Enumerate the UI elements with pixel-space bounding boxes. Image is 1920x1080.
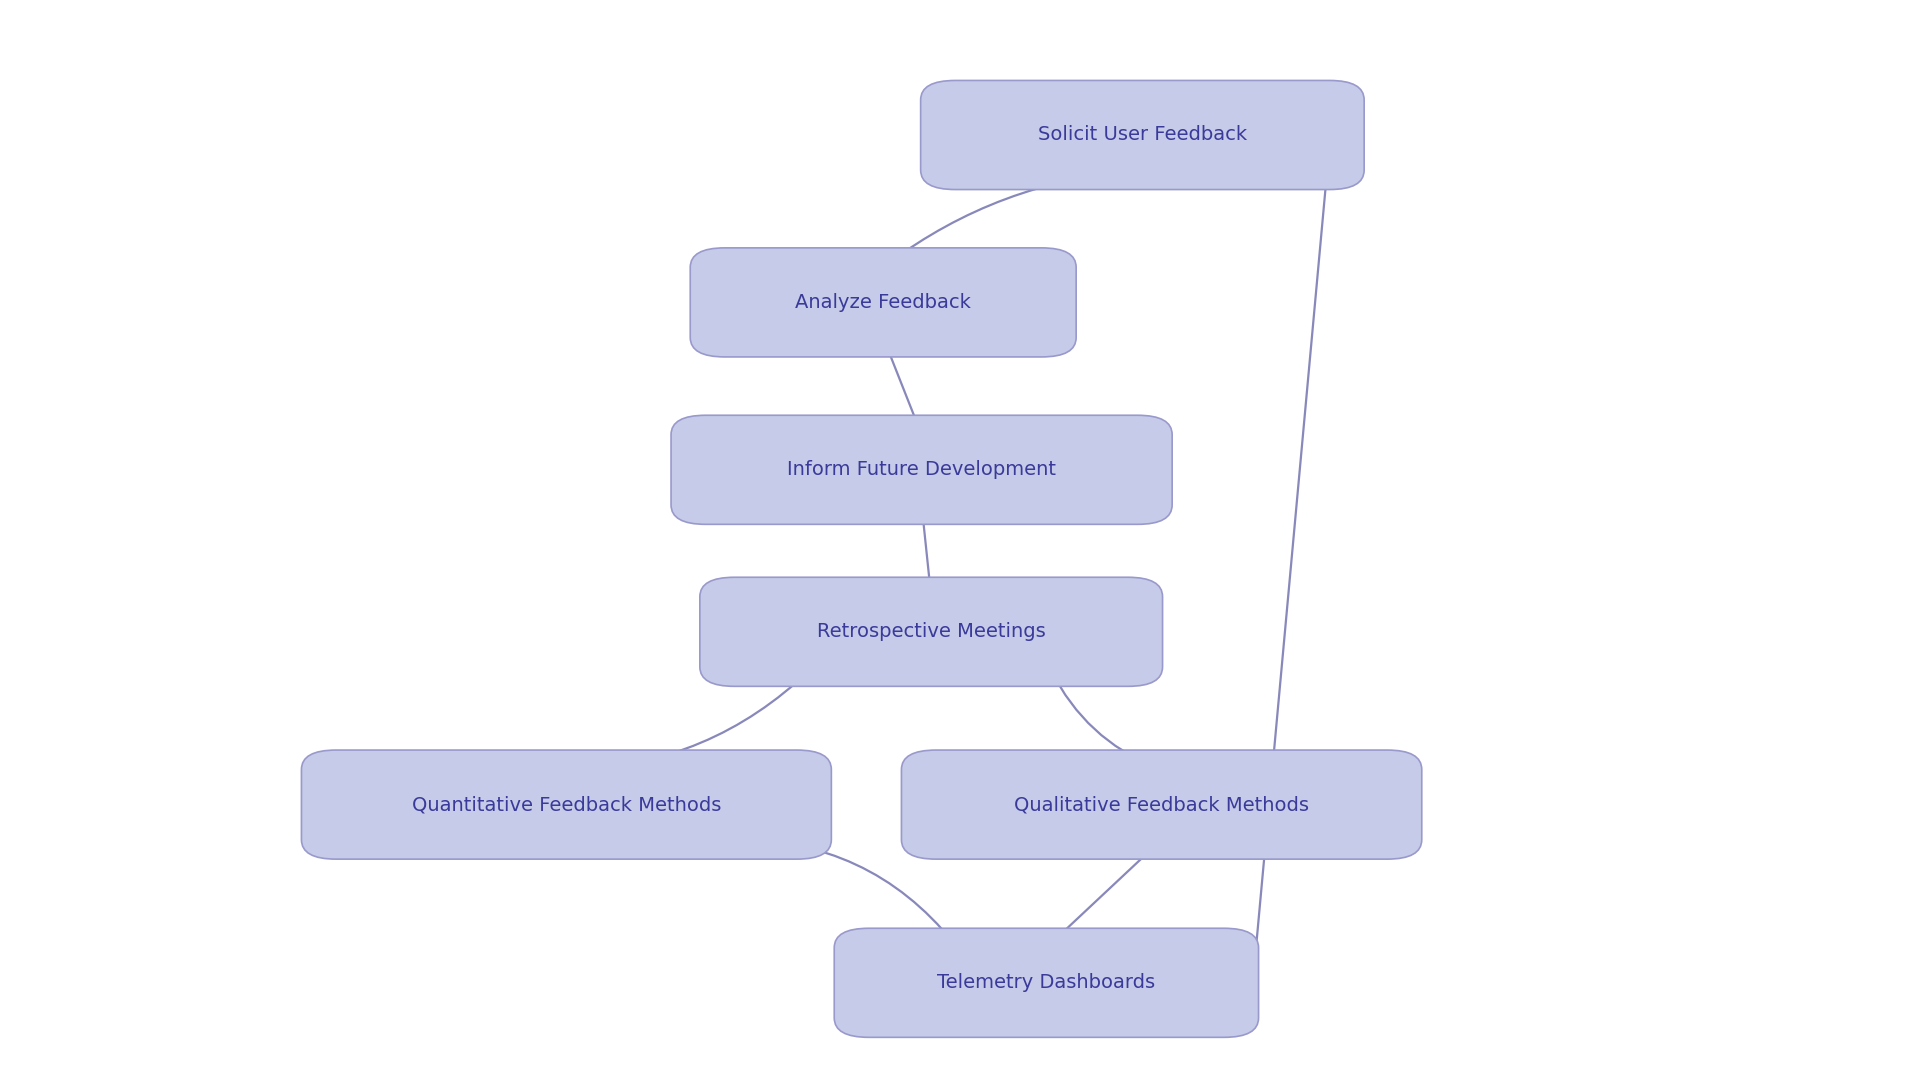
Text: Qualitative Feedback Methods: Qualitative Feedback Methods [1014,795,1309,814]
FancyBboxPatch shape [699,578,1162,687]
FancyBboxPatch shape [691,248,1075,356]
FancyBboxPatch shape [902,750,1421,860]
Text: Analyze Feedback: Analyze Feedback [795,293,972,312]
FancyBboxPatch shape [833,928,1260,1037]
Text: Solicit User Feedback: Solicit User Feedback [1039,125,1246,145]
Text: Quantitative Feedback Methods: Quantitative Feedback Methods [411,795,722,814]
FancyBboxPatch shape [672,416,1171,525]
Text: Inform Future Development: Inform Future Development [787,460,1056,480]
FancyBboxPatch shape [920,81,1363,190]
Text: Telemetry Dashboards: Telemetry Dashboards [937,973,1156,993]
FancyBboxPatch shape [301,750,831,860]
Text: Retrospective Meetings: Retrospective Meetings [816,622,1046,642]
